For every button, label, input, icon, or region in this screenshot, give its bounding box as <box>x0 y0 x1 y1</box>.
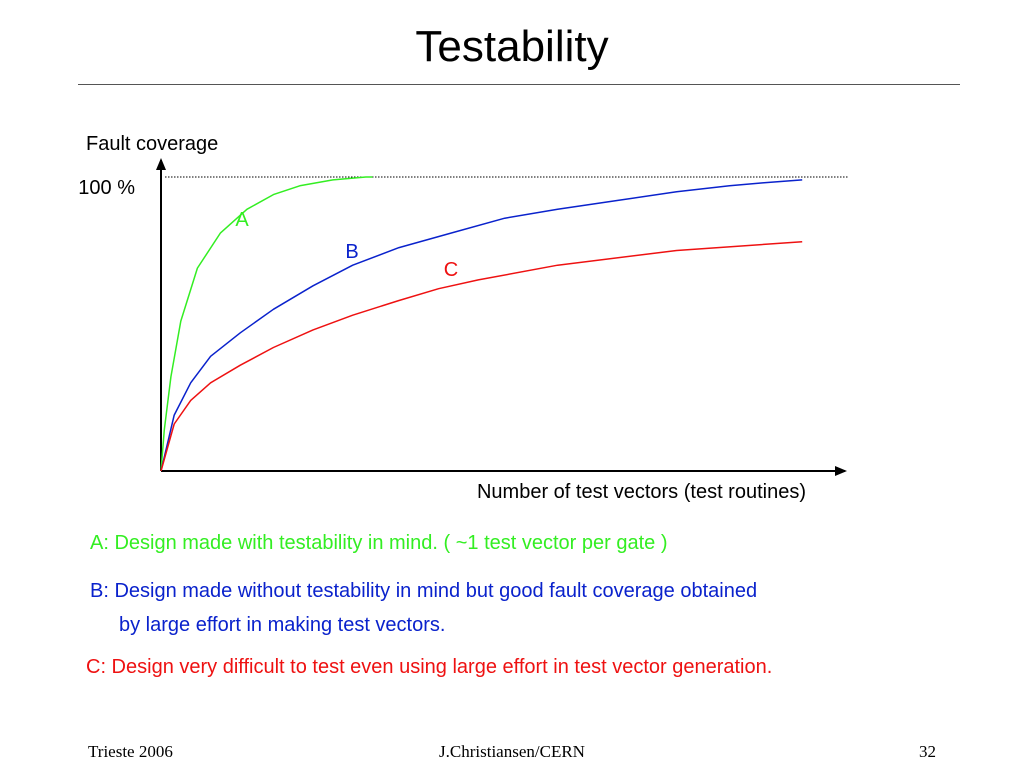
legend-b-text-2: by large effort in making test vectors. <box>119 614 446 636</box>
series-a-label: A <box>235 209 249 231</box>
series-c-line <box>160 240 803 472</box>
x-axis-label: Number of test vectors (test routines) <box>477 481 806 503</box>
title-divider <box>78 84 960 85</box>
footer-center: J.Christiansen/CERN <box>439 742 585 761</box>
y-axis-label: Fault coverage <box>86 133 218 155</box>
slide-title: Testability <box>415 22 609 71</box>
legend-a-text: A: Design made with testability in mind.… <box>90 532 668 554</box>
legend-a: A: Design made with testability in mind.… <box>90 532 667 555</box>
series-c-label: C <box>444 259 458 281</box>
legend-b-line2: by large effort in making test vectors. <box>119 614 445 637</box>
footer-left: Trieste 2006 <box>88 742 173 761</box>
y-tick-label-100: 100 % <box>78 177 135 199</box>
series-b-line <box>160 179 803 472</box>
series-a-line <box>160 176 373 472</box>
legend-c: C: Design very difficult to test even us… <box>86 656 772 679</box>
legend-b-line1: B: Design made without testability in mi… <box>90 580 757 603</box>
legend-c-text: C: Design very difficult to test even us… <box>86 656 773 678</box>
series-b-label: B <box>345 241 358 263</box>
legend-b-text-1: B: Design made without testability in mi… <box>90 580 758 602</box>
footer-page-number: 32 <box>919 742 936 761</box>
